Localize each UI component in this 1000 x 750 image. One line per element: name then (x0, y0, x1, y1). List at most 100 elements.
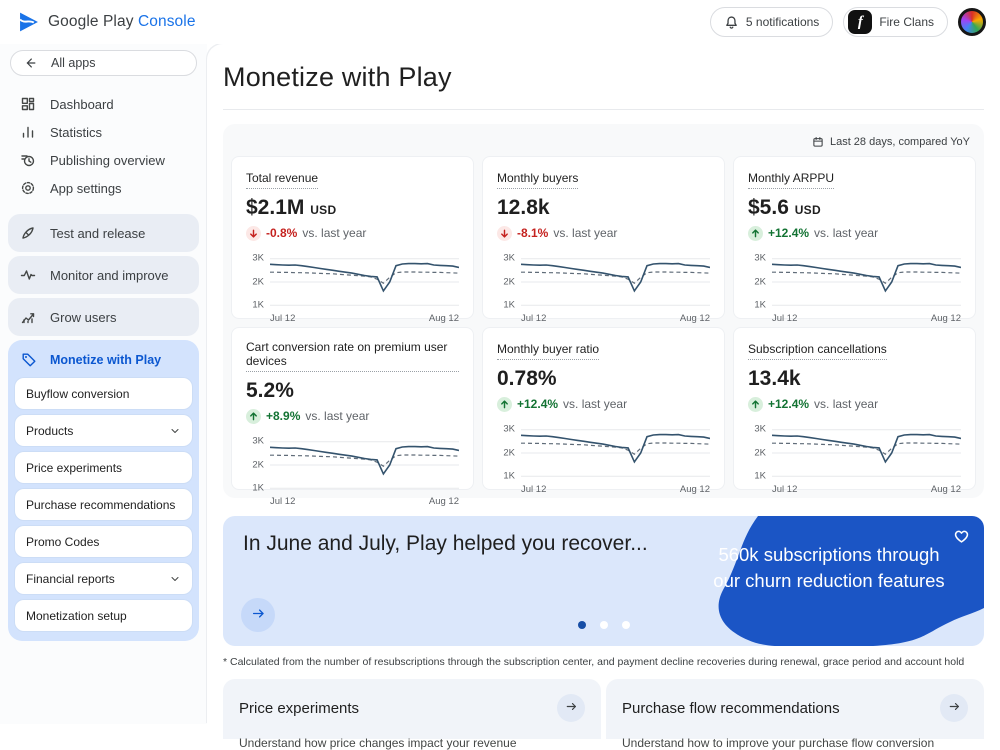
delta-arrow-icon (497, 225, 512, 241)
y-tick-label: 2K (252, 276, 264, 287)
banner-next-button[interactable] (241, 598, 275, 632)
x-tick-label: Aug 12 (679, 312, 710, 324)
x-axis-labels: Jul 12 Aug 12 (772, 313, 961, 324)
delta-percent: +12.4% (768, 226, 810, 240)
monetize-subitem[interactable]: Monetization setup (15, 600, 192, 631)
bottom-card-arrow-button[interactable] (557, 694, 585, 722)
y-tick-label: 3K (503, 252, 515, 264)
carousel-dot[interactable] (577, 621, 586, 629)
delta-arrow-icon (246, 225, 261, 241)
sidebar-item[interactable]: App settings (8, 174, 199, 202)
monetize-subitem-label: Purchase recommendations (26, 497, 176, 512)
metric-title[interactable]: Total revenue (246, 171, 319, 189)
y-tick-label: 3K (503, 423, 515, 435)
sidebar-item[interactable]: Dashboard (8, 90, 199, 118)
sidebar-group-label: Grow users (50, 309, 117, 325)
sidebar-item[interactable]: Statistics (8, 118, 199, 146)
monetize-subitem[interactable]: Buyflow conversion (15, 378, 192, 409)
bottom-card-title: Purchase flow recommendations (622, 699, 840, 717)
date-range-chip[interactable]: Last 28 days, compared YoY (812, 136, 970, 148)
y-tick-label: 1K (252, 482, 264, 494)
top-bar: Google Play Console 5 notifications f Fi… (0, 0, 1000, 44)
x-tick-label: Aug 12 (930, 483, 961, 495)
y-tick-label: 3K (252, 252, 264, 264)
all-apps-label: All apps (51, 56, 96, 70)
metric-value: 0.78% (497, 366, 557, 390)
sidebar-group[interactable]: Test and release (8, 214, 199, 252)
y-axis-labels: 1K 2K 3K (497, 423, 519, 482)
y-tick-label: 1K (754, 470, 766, 482)
metrics-panel: Last 28 days, compared YoY Total revenue… (223, 124, 984, 507)
all-apps-button[interactable]: All apps (10, 50, 197, 76)
metric-sparkline-chart: 1K 2K 3K Jul 12 Aug 12 (748, 252, 961, 324)
sidebar-group[interactable]: Grow users (8, 298, 199, 336)
brand-name: Google Play Console (48, 13, 196, 30)
x-tick-label: Jul 12 (270, 312, 296, 324)
bottom-card: Price experiments Understand how price c… (223, 679, 601, 750)
x-tick-label: Aug 12 (930, 312, 961, 324)
pulse-icon (20, 267, 36, 283)
price-tag-icon (21, 352, 37, 368)
statistics-icon (20, 124, 36, 140)
metric-delta-row: -8.1% vs. last year (497, 225, 710, 241)
y-axis-labels: 1K 2K 3K (246, 252, 268, 311)
sparkline-plot (521, 425, 710, 481)
banner-headline: In June and July, Play helped you recove… (243, 532, 648, 555)
y-tick-label: 2K (503, 447, 515, 458)
y-tick-label: 3K (252, 435, 264, 447)
banner-blob: 560k subscriptions through our churn red… (654, 516, 984, 646)
metric-title[interactable]: Monthly ARPPU (748, 171, 835, 189)
app-name: Fire Clans (879, 15, 934, 29)
monetize-subitem[interactable]: Purchase recommendations (15, 489, 192, 520)
x-tick-label: Aug 12 (428, 495, 459, 507)
brand-console: Console (137, 13, 196, 30)
y-tick-label: 1K (503, 299, 515, 311)
rocket-icon (20, 225, 36, 241)
bottom-card-arrow-button[interactable] (940, 694, 968, 722)
y-tick-label: 3K (754, 252, 766, 264)
sidebar-group-items: Test and release Monitor and improve Gro… (8, 214, 199, 336)
monetize-subitems: Buyflow conversion Products Price experi… (15, 378, 192, 631)
y-tick-label: 2K (252, 459, 264, 470)
metric-title[interactable]: Cart conversion rate on premium user dev… (246, 340, 459, 372)
y-tick-label: 2K (754, 447, 766, 458)
brand-logo[interactable]: Google Play Console (18, 11, 196, 33)
x-axis-labels: Jul 12 Aug 12 (521, 484, 710, 495)
sidebar-monetize-section: Monetize with Play Buyflow conversion Pr… (8, 340, 199, 641)
notifications-button[interactable]: 5 notifications (709, 7, 834, 37)
heart-icon[interactable] (952, 526, 971, 545)
sidebar-group[interactable]: Monitor and improve (8, 256, 199, 294)
metric-title[interactable]: Subscription cancellations (748, 342, 887, 360)
delta-arrow-icon (497, 396, 512, 412)
monetize-subitem[interactable]: Products (15, 415, 192, 446)
arrow-right-icon (948, 700, 961, 716)
y-axis-labels: 1K 2K 3K (246, 435, 268, 494)
metric-delta-row: +12.4% vs. last year (748, 225, 961, 241)
account-avatar[interactable] (958, 8, 986, 36)
date-range-label: Last 28 days, compared YoY (829, 136, 970, 148)
bottom-card-teaser: Understand how price changes impact your… (239, 736, 517, 750)
carousel-dot[interactable] (599, 621, 608, 629)
metric-value: 13.4k (748, 366, 801, 390)
delta-vs-label: vs. last year (302, 226, 367, 240)
metric-sparkline-chart: 1K 2K 3K Jul 12 Aug 12 (246, 435, 459, 507)
metric-title[interactable]: Monthly buyer ratio (497, 342, 600, 360)
x-tick-label: Jul 12 (270, 495, 296, 507)
app-settings-icon (20, 180, 36, 196)
footnote: * Calculated from the number of resubscr… (223, 656, 965, 668)
y-axis-labels: 1K 2K 3K (748, 252, 770, 311)
metric-title[interactable]: Monthly buyers (497, 171, 579, 189)
sidebar-item-monetize[interactable]: Monetize with Play (15, 346, 192, 378)
delta-percent: +12.4% (768, 397, 810, 411)
sidebar-item[interactable]: Publishing overview (8, 146, 199, 174)
app-switcher-button[interactable]: f Fire Clans (843, 7, 948, 37)
metric-card: Cart conversion rate on premium user dev… (231, 327, 474, 507)
monetize-subitem[interactable]: Promo Codes (15, 526, 192, 557)
publishing-overview-icon (20, 152, 36, 168)
back-arrow-icon (23, 56, 37, 70)
carousel-dot[interactable] (621, 621, 630, 629)
metric-sparkline-chart: 1K 2K 3K Jul 12 Aug 12 (246, 252, 459, 324)
monetize-subitem[interactable]: Financial reports (15, 563, 192, 594)
monetize-subitem[interactable]: Price experiments (15, 452, 192, 483)
sparkline-plot (772, 254, 961, 310)
